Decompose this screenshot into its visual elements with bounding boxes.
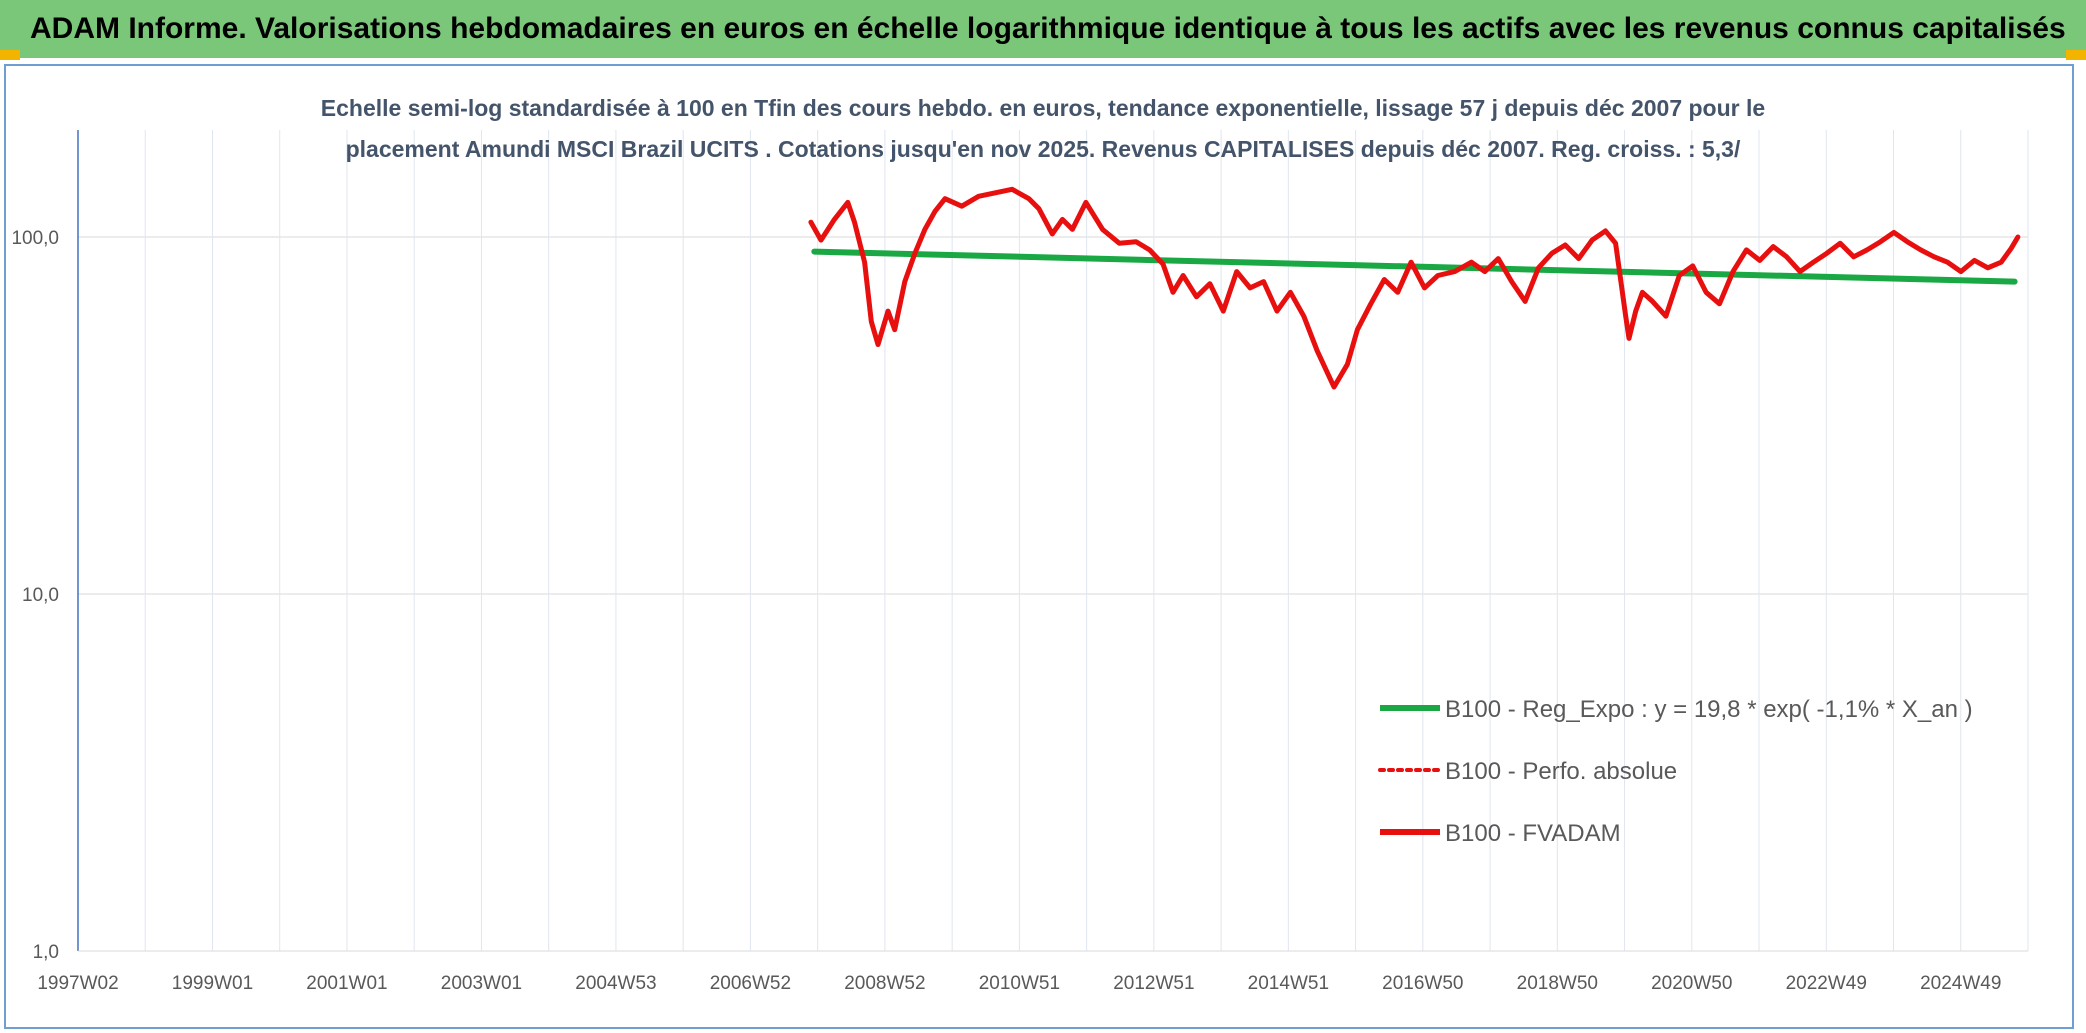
x-tick-label: 2014W51 — [1248, 973, 1329, 994]
legend-label: B100 - Reg_Expo : y = 19,8 * exp( -1,1% … — [1445, 696, 1973, 723]
series-line-2 — [808, 186, 2021, 390]
x-tick-label: 2008W52 — [844, 973, 925, 994]
chart-frame — [4, 64, 2074, 1029]
x-tick-label: 2018W50 — [1517, 973, 1598, 994]
y-tick-label: 1,0 — [33, 942, 59, 963]
chart-title-line-2: placement Amundi MSCI Brazil UCITS . Cot… — [346, 136, 1741, 162]
axes: 1,0 10,0 100,0 1997W02 1999W01 2001W01 2003W01… — [11, 130, 2028, 994]
y-tick-label: 100,0 — [11, 228, 59, 249]
x-tick-label: 2024W49 — [1920, 973, 2001, 994]
chart-title-line-1: Echelle semi-log standardisée à 100 en T… — [321, 95, 1765, 121]
legend-label: B100 - Perfo. absolue — [1445, 758, 1677, 785]
x-tick-label: 2022W49 — [1786, 973, 1867, 994]
x-tick-label: 1999W01 — [172, 973, 253, 994]
x-tick-label: 1997W02 — [37, 973, 118, 994]
x-tick-label: 2020W50 — [1651, 973, 1732, 994]
report-header: ADAM Informe. Valorisations hebdomadaire… — [0, 0, 2086, 58]
legend-label: B100 - FVADAM — [1445, 820, 1621, 847]
x-tick-label: 2004W53 — [575, 973, 656, 994]
legend: B100 - Reg_Expo : y = 19,8 * exp( -1,1% … — [1378, 696, 1973, 847]
corner-accent-right — [2066, 50, 2086, 60]
x-tick-label: 2010W51 — [979, 973, 1060, 994]
grid — [78, 130, 2029, 951]
series — [808, 186, 2021, 390]
y-tick-label: 10,0 — [22, 585, 59, 606]
corner-accent-left — [0, 50, 20, 60]
x-tick-label: 2012W51 — [1113, 973, 1194, 994]
x-tick-label: 2006W52 — [710, 973, 791, 994]
x-tick-label: 2001W01 — [306, 973, 387, 994]
report-title: ADAM Informe. Valorisations hebdomadaire… — [30, 12, 2066, 45]
x-tick-label: 2016W50 — [1382, 973, 1463, 994]
x-tick-label: 2003W01 — [441, 973, 522, 994]
